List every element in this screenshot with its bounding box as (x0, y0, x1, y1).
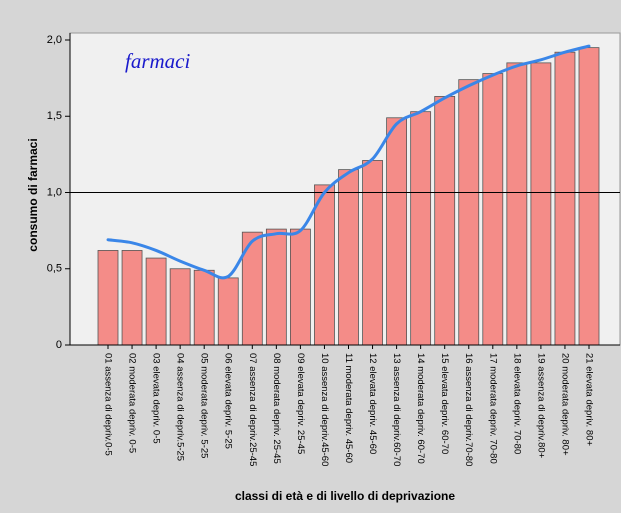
bar (193, 269, 215, 346)
y-tick-label: 0,5 (47, 263, 62, 275)
y-axis-title: consumo di farmaci (26, 138, 40, 251)
x-tick-label: 15 elevata depriv. 60-70 (439, 353, 450, 454)
x-tick-label: 19 assenza di depriv.80+ (535, 353, 546, 459)
bar (265, 228, 287, 346)
bar (530, 62, 552, 346)
x-tick-label: 02 moderata depriv. 0-5 (127, 353, 138, 453)
bar (458, 79, 480, 346)
x-tick-label: 10 assenza di depriv.45-60 (319, 353, 330, 466)
bar (338, 169, 359, 346)
bar (434, 96, 456, 346)
x-tick-label: 03 elevata depriv. 0-5 (151, 353, 162, 444)
x-axis-title: classi di età e di livello di deprivazio… (235, 489, 455, 503)
annotation: farmaci (125, 49, 190, 73)
x-tick-label: 04 assenza di depriv.5-25 (175, 353, 186, 461)
x-tick-label: 12 elevata depriv. 45-60 (367, 353, 378, 454)
bar (121, 250, 143, 346)
bar (145, 257, 167, 346)
x-tick-label: 09 elevata depriv. 25-45 (295, 353, 306, 454)
y-tick-label: 1,5 (47, 110, 62, 122)
x-tick-label: 06 elevata depriv. 5-25 (223, 353, 234, 449)
bar (362, 160, 383, 346)
x-tick-label: 17 moderata depriv. 70-80 (487, 353, 498, 464)
bar (217, 277, 239, 346)
bar (289, 228, 311, 346)
x-tick-label: 08 moderata depriv. 25-45 (271, 353, 282, 464)
bar (554, 51, 576, 346)
y-tick-label: 2,0 (47, 34, 62, 46)
y-tick-label: 1,0 (47, 186, 62, 198)
x-tick-label: 16 assenza di depriv.70-80 (463, 353, 474, 466)
x-tick-label: 05 moderata depriv. 5-25 (199, 353, 210, 458)
bar (169, 268, 191, 346)
bar (314, 184, 335, 346)
x-tick-label: 18 elevata depriv. 70-80 (511, 353, 522, 454)
x-tick-label: 21 elevata depriv. 80+ (583, 353, 594, 446)
bar (410, 111, 432, 346)
y-tick-label: 0 (56, 339, 62, 351)
x-tick-label: 11 moderata depriv. 45-60 (343, 353, 354, 463)
x-tick-label: 07 assenza di depriv.25-45 (247, 353, 258, 466)
bar (482, 73, 504, 346)
x-tick-label: 14 moderata depriv. 60-70 (415, 353, 426, 464)
curve (106, 44, 591, 280)
x-tick-label: 01 assenza di depriv.0-5 (102, 353, 113, 456)
bar (97, 250, 119, 346)
x-tick-label: 20 moderata depriv. 80+ (559, 353, 570, 456)
bar (386, 117, 408, 346)
bar (578, 47, 600, 346)
x-tick-label: 13 assenza di depriv.60-70 (391, 353, 402, 466)
bar (506, 62, 528, 346)
